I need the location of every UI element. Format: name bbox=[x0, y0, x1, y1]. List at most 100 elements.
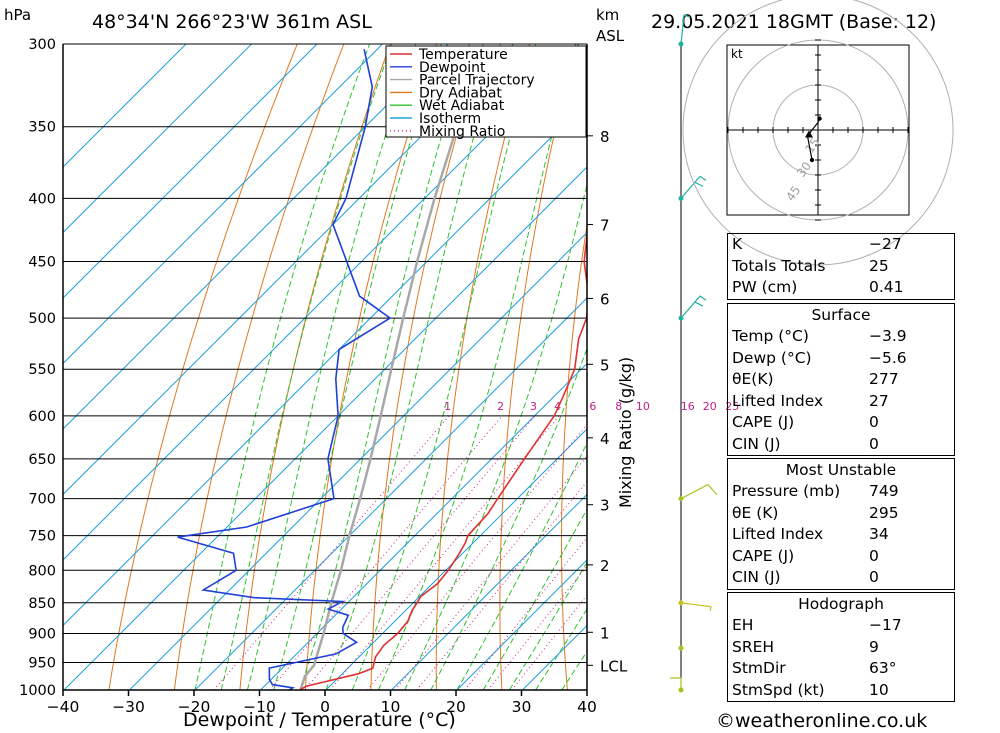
legend-label: Dry Adiabat bbox=[419, 85, 502, 101]
mixing-ratio-label: 8 bbox=[615, 400, 622, 413]
height-tick-label: 2 bbox=[600, 557, 610, 575]
dry-adiabat-line bbox=[239, 44, 391, 690]
wind-barb-dot bbox=[678, 645, 684, 651]
mixing-ratio-line bbox=[367, 423, 587, 690]
legend-label: Mixing Ratio bbox=[419, 124, 505, 140]
row-value: 0.41 bbox=[869, 278, 904, 296]
row-label: EH bbox=[732, 616, 754, 634]
isotherm-line bbox=[63, 166, 587, 690]
row-value: 10 bbox=[869, 680, 889, 699]
wet-adiabat-line bbox=[220, 44, 393, 690]
wind-barb bbox=[680, 175, 707, 199]
hodograph-trace bbox=[806, 118, 821, 161]
hodograph-table: Hodograph EH −17 SREH 9 StmDir 63° StmSpd (kt) 1… bbox=[727, 592, 955, 702]
table-row: CAPE (J) 0 bbox=[728, 546, 954, 568]
mixing-ratio-line bbox=[329, 415, 560, 690]
table-row: PW (cm) 0.41 bbox=[728, 277, 954, 299]
isotherm-line bbox=[63, 44, 580, 561]
row-label: Lifted Index bbox=[732, 391, 824, 410]
pressure-tick-label: 1000 bbox=[19, 683, 56, 699]
legend-label: Temperature bbox=[418, 47, 508, 63]
row-value: 0 bbox=[869, 434, 879, 453]
legend-label: Dewpoint bbox=[419, 60, 486, 76]
pressure-tick-label: 850 bbox=[28, 596, 56, 612]
table-row: CIN (J) 0 bbox=[728, 434, 954, 456]
table-row: StmSpd (kt) 10 bbox=[728, 680, 954, 702]
mixing-ratio-label: 10 bbox=[636, 400, 650, 413]
height-tick-label: 5 bbox=[600, 356, 610, 374]
pressure-tick-label: 650 bbox=[28, 452, 56, 468]
pressure-tick-label: 750 bbox=[28, 529, 56, 545]
row-value: 9 bbox=[869, 637, 879, 656]
row-value: 34 bbox=[869, 525, 889, 543]
table-row: Lifted Index 27 bbox=[728, 391, 954, 413]
table-row: Dewp (°C) −5.6 bbox=[728, 348, 954, 370]
row-label: θE(K) bbox=[732, 370, 774, 388]
row-value: 749 bbox=[869, 482, 899, 500]
dry-adiabat-line bbox=[370, 44, 484, 690]
mixing-ratio-line bbox=[269, 415, 503, 690]
mixing-ratio-label: 1 bbox=[444, 400, 451, 413]
row-label: SREH bbox=[732, 637, 775, 656]
height-tick-label: 1 bbox=[600, 624, 610, 642]
wind-barb bbox=[670, 677, 682, 690]
isotherm-line bbox=[325, 428, 587, 690]
dry-adiabat-line bbox=[561, 222, 587, 690]
x-tick-label: 0 bbox=[320, 698, 330, 716]
x-tick-label: −30 bbox=[112, 698, 145, 716]
mixing-ratio-label: 2 bbox=[497, 400, 504, 413]
isotherm-line bbox=[391, 493, 587, 690]
row-value: −5.6 bbox=[869, 348, 907, 367]
wind-barb bbox=[680, 14, 691, 45]
isotherm-line bbox=[63, 44, 252, 234]
mixing-ratio-line bbox=[487, 565, 587, 690]
table-row: K −27 bbox=[728, 234, 954, 256]
isotherm-line bbox=[260, 362, 587, 690]
wet-adiabat-line bbox=[456, 441, 587, 690]
wet-adiabat-line bbox=[299, 44, 470, 690]
x-tick-label: 30 bbox=[512, 698, 532, 716]
wet-adiabat-line bbox=[482, 508, 587, 690]
hodograph-end-point bbox=[817, 116, 822, 121]
isotherm-line bbox=[129, 231, 587, 690]
table-row: θE(K) 277 bbox=[728, 369, 954, 391]
table-title: Surface bbox=[811, 306, 871, 324]
isotherm-line bbox=[63, 44, 383, 365]
left-axis-unit: hPa bbox=[4, 6, 31, 24]
isotherm-line bbox=[63, 100, 587, 627]
row-label: CAPE (J) bbox=[732, 546, 795, 565]
table-row: EH −17 bbox=[728, 615, 954, 637]
pressure-tick-label: 600 bbox=[28, 409, 56, 425]
height-tick-label: 3 bbox=[600, 497, 610, 515]
row-value: 27 bbox=[869, 391, 889, 410]
x-tick-label: −20 bbox=[178, 698, 211, 716]
hodograph-ring bbox=[682, 0, 954, 266]
row-label: Lifted Index bbox=[732, 525, 824, 543]
row-value: 25 bbox=[869, 256, 889, 275]
height-tick-label: 7 bbox=[600, 217, 610, 235]
copyright-label: ©weatheronline.co.uk bbox=[716, 710, 928, 732]
row-label: PW (cm) bbox=[732, 278, 798, 296]
height-tick-label: 4 bbox=[600, 430, 610, 448]
x-tick-label: −10 bbox=[243, 698, 276, 716]
row-value: 0 bbox=[869, 413, 879, 431]
mixing-ratio-label: 25 bbox=[725, 400, 739, 413]
row-label: Dewp (°C) bbox=[732, 348, 812, 367]
row-value: −17 bbox=[869, 616, 902, 634]
right-axis-unit-asl: ASL bbox=[596, 27, 625, 45]
isotherm-line bbox=[63, 44, 449, 430]
dry-adiabat-line bbox=[435, 44, 530, 690]
right-axis-unit-km: km bbox=[596, 6, 619, 24]
pressure-tick-label: 350 bbox=[28, 120, 56, 136]
dry-adiabat-line bbox=[499, 44, 577, 690]
mixing-ratio-axis-title: Mixing Ratio (g/kg) bbox=[616, 357, 635, 508]
height-tick-label: LCL bbox=[600, 657, 628, 675]
pressure-tick-label: 450 bbox=[28, 255, 56, 271]
row-label: CIN (J) bbox=[732, 434, 781, 453]
table-row: Pressure (mb) 749 bbox=[728, 481, 954, 503]
row-label: StmDir bbox=[732, 659, 786, 677]
dry-adiabat-line bbox=[679, 44, 715, 690]
wind-barb bbox=[680, 483, 718, 500]
mixing-ratio-label: 20 bbox=[703, 400, 717, 413]
